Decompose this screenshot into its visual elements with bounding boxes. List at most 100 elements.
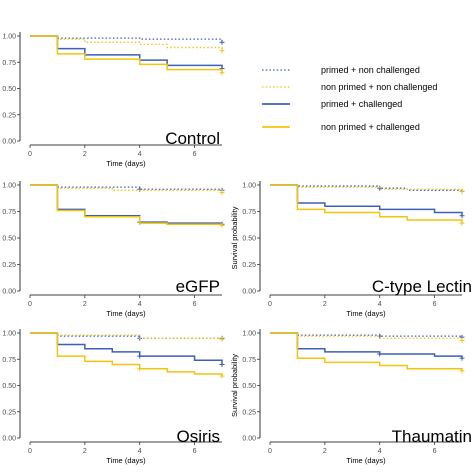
x-tick-label: 4 xyxy=(138,448,142,455)
survival-curve xyxy=(30,184,223,191)
y-tick-label: 0.50 xyxy=(2,86,16,93)
legend-label: primed + challenged xyxy=(321,99,402,109)
survival-curve xyxy=(30,332,223,340)
y-tick-label: 0.50 xyxy=(2,236,16,243)
y-axis-title: Survival probability xyxy=(230,206,239,269)
x-axis-title: Time (days) xyxy=(106,456,146,465)
censor-mark xyxy=(377,185,383,191)
legend-label: non primed + non challenged xyxy=(321,82,437,92)
x-tick-label: 2 xyxy=(83,301,87,308)
y-tick-label: 0.00 xyxy=(2,436,16,443)
survival-curve xyxy=(30,332,223,377)
censor-mark xyxy=(459,213,465,219)
survival-curve xyxy=(270,332,463,359)
x-tick-label: 6 xyxy=(193,151,197,158)
y-tick-label: 0.25 xyxy=(2,409,16,416)
x-axis-title: Time (days) xyxy=(106,309,146,318)
y-tick-label: 0.75 xyxy=(2,357,16,364)
x-tick-label: 4 xyxy=(378,301,382,308)
survival-curve xyxy=(30,332,223,365)
x-tick-label: 6 xyxy=(193,301,197,308)
panels-layer: 0.00 0.25 0.50 0.75 1.00 0 2 4 6 Time (days) Contr… xyxy=(2,32,472,465)
legend-entry: primed + non challenged xyxy=(262,65,420,75)
y-tick-label: 0.25 xyxy=(2,262,16,269)
x-tick-label: 4 xyxy=(378,448,382,455)
x-tick-label: 2 xyxy=(83,151,87,158)
panel: 0.00 0.25 0.50 0.75 1.00 0 2 4 6 Time (days) Contr… xyxy=(2,32,225,168)
censor-mark xyxy=(219,222,225,228)
y-tick-label: 1.00 xyxy=(242,183,256,190)
y-tick-label: 0.50 xyxy=(242,383,256,390)
y-tick-label: 0.50 xyxy=(2,383,16,390)
y-tick-label: 1.00 xyxy=(2,331,16,338)
x-tick-label: 0 xyxy=(28,301,32,308)
censor-mark xyxy=(459,188,465,194)
panel-title: Control xyxy=(165,129,220,148)
survival-curve xyxy=(270,332,463,338)
x-axis-title: Time (days) xyxy=(346,456,386,465)
x-tick-label: 0 xyxy=(28,448,32,455)
y-tick-label: 0.00 xyxy=(242,289,256,296)
y-tick-label: 0.25 xyxy=(242,262,256,269)
x-tick-label: 6 xyxy=(193,448,197,455)
x-tick-label: 6 xyxy=(433,448,437,455)
x-axis-title: Time (days) xyxy=(346,309,386,318)
x-tick-label: 4 xyxy=(138,301,142,308)
x-tick-label: 0 xyxy=(268,448,272,455)
censor-mark xyxy=(219,336,225,342)
y-tick-label: 0.00 xyxy=(2,289,16,296)
panel: 0.00 0.25 0.50 0.75 1.00 0 2 4 6 Time (days) Osiri… xyxy=(2,329,225,465)
y-tick-label: 0.00 xyxy=(2,139,16,146)
y-tick-label: 0.75 xyxy=(2,60,16,67)
censor-mark xyxy=(459,355,465,361)
y-tick-label: 0.25 xyxy=(242,409,256,416)
panel-title: eGFP xyxy=(176,277,220,296)
survival-curve xyxy=(270,184,463,192)
survival-curve xyxy=(30,35,223,43)
censor-mark xyxy=(137,353,143,359)
x-tick-label: 2 xyxy=(83,448,87,455)
y-tick-label: 0.75 xyxy=(242,209,256,216)
survival-curve xyxy=(270,332,463,341)
legend-entry: primed + challenged xyxy=(262,99,402,109)
x-tick-label: 0 xyxy=(268,301,272,308)
censor-mark xyxy=(219,39,225,45)
panel: 0.00 0.25 0.50 0.75 1.00 0 2 4 6 Time (days) eGFP xyxy=(2,181,225,318)
survival-curve xyxy=(270,184,463,224)
x-tick-label: 6 xyxy=(433,301,437,308)
y-tick-label: 1.00 xyxy=(2,183,16,190)
censor-mark xyxy=(219,48,225,54)
y-tick-label: 0.75 xyxy=(2,209,16,216)
censor-mark xyxy=(137,186,143,192)
x-tick-label: 2 xyxy=(323,301,327,308)
censor-mark xyxy=(137,366,143,372)
censor-mark xyxy=(459,220,465,226)
legend-entry: non primed + challenged xyxy=(262,122,420,132)
censor-mark xyxy=(219,70,225,76)
y-tick-label: 1.00 xyxy=(2,34,16,41)
censor-mark xyxy=(219,373,225,379)
survival-curve xyxy=(30,35,223,73)
survival-curve xyxy=(30,35,223,51)
censor-mark xyxy=(459,368,465,374)
x-tick-label: 2 xyxy=(323,448,327,455)
x-tick-label: 4 xyxy=(138,151,142,158)
y-tick-label: 1.00 xyxy=(242,331,256,338)
panel-title: Osiris xyxy=(177,427,220,446)
censor-mark xyxy=(219,189,225,195)
censor-mark xyxy=(377,351,383,357)
x-tick-label: 0 xyxy=(28,151,32,158)
y-tick-label: 0.75 xyxy=(242,357,256,364)
legend-label: non primed + challenged xyxy=(321,122,420,132)
panel: 0.00 0.25 0.50 0.75 1.00 0 2 4 6 Time (days) Survi… xyxy=(230,181,472,318)
survival-curve xyxy=(30,35,223,69)
legend: primed + non challenged non primed + non … xyxy=(262,65,437,132)
censor-mark xyxy=(219,362,225,367)
y-tick-label: 0.00 xyxy=(242,436,256,443)
censor-mark xyxy=(459,337,465,343)
x-axis-title: Time (days) xyxy=(106,159,146,168)
survival-curve xyxy=(270,332,463,371)
y-tick-label: 0.50 xyxy=(242,236,256,243)
legend-entry: non primed + non challenged xyxy=(262,82,437,92)
